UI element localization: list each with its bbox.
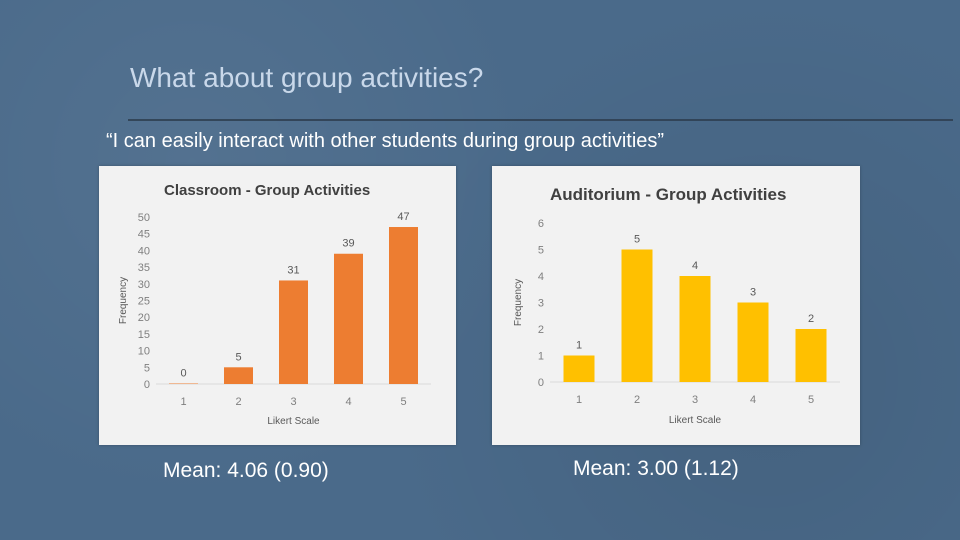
y-tick-label: 0 xyxy=(144,379,150,391)
classroom-chart-title: Classroom - Group Activities xyxy=(164,182,370,199)
slide-title: What about group activities? xyxy=(130,62,484,93)
auditorium-chart-title: Auditorium - Group Activities xyxy=(550,185,786,204)
bar-4 xyxy=(334,253,363,384)
data-label: 5 xyxy=(634,234,640,246)
x-tick-label: 2 xyxy=(235,396,241,408)
data-label: 4 xyxy=(692,260,698,272)
x-tick-label: 2 xyxy=(634,394,640,406)
auditorium-mean: Mean: 3.00 (1.12) xyxy=(573,457,739,480)
y-tick-label: 20 xyxy=(138,312,150,324)
data-label: 47 xyxy=(397,211,409,223)
y-tick-label: 35 xyxy=(138,262,150,274)
y-axis-label: Frequency xyxy=(513,279,524,326)
data-label: 0 xyxy=(180,368,186,380)
classroom-chart: Classroom - Group Activities051015202530… xyxy=(118,182,431,427)
data-label: 5 xyxy=(235,351,241,363)
x-axis-label: Likert Scale xyxy=(267,416,320,427)
y-axis-label: Frequency xyxy=(118,277,129,324)
y-tick-label: 45 xyxy=(138,229,150,241)
y-tick-label: 2 xyxy=(538,324,544,336)
bar-5 xyxy=(389,227,418,384)
bar-4 xyxy=(737,302,769,382)
title-divider xyxy=(128,119,953,121)
classroom-chart-panel: Classroom - Group Activities 0 5 10 15 20 25 30… xyxy=(99,166,456,445)
classroom-mean: Mean: 4.06 (0.90) xyxy=(163,459,329,482)
data-label: 3 xyxy=(750,287,756,299)
bar-2 xyxy=(621,249,653,382)
x-tick-label: 1 xyxy=(180,396,186,408)
y-tick-label: 0 xyxy=(538,377,544,389)
bar-2 xyxy=(224,367,253,384)
x-tick-label: 3 xyxy=(290,396,296,408)
x-tick-label: 1 xyxy=(576,394,582,406)
auditorium-chart-panel: Auditorium - Group Activities 0 1 2 3 4 5 6 1 1 5 2… xyxy=(492,166,860,445)
data-label: 1 xyxy=(576,340,582,352)
y-tick-label: 30 xyxy=(138,279,150,291)
y-tick-label: 10 xyxy=(138,346,150,358)
y-tick-label: 4 xyxy=(538,271,544,283)
bar-1 xyxy=(563,355,595,382)
y-tick-label: 1 xyxy=(538,351,544,363)
bar-5 xyxy=(795,329,827,382)
auditorium-chart: Auditorium - Group Activities 0 1 2 3 4 5 6 1 1 5 2… xyxy=(513,185,840,426)
x-tick-label: 5 xyxy=(400,396,406,408)
x-tick-label: 5 xyxy=(808,394,814,406)
x-tick-label: 4 xyxy=(345,396,351,408)
y-tick-label: 5 xyxy=(144,362,150,374)
bar-1 xyxy=(169,383,198,384)
data-label: 39 xyxy=(342,238,354,250)
y-tick-label: 15 xyxy=(138,329,150,341)
y-tick-label: 25 xyxy=(138,296,150,308)
survey-statement: “I can easily interact with other studen… xyxy=(106,130,665,152)
bar-3 xyxy=(279,280,308,384)
x-tick-label: 4 xyxy=(750,394,756,406)
y-tick-label: 40 xyxy=(138,245,150,257)
y-tick-label: 6 xyxy=(538,218,544,230)
y-tick-label: 50 xyxy=(138,212,150,224)
y-tick-label: 3 xyxy=(538,298,544,310)
y-tick-label: 5 xyxy=(538,245,544,257)
bar-3 xyxy=(679,276,711,382)
x-tick-label: 3 xyxy=(692,394,698,406)
data-label: 2 xyxy=(808,313,814,325)
x-axis-label: Likert Scale xyxy=(669,415,722,426)
data-label: 31 xyxy=(287,264,299,276)
